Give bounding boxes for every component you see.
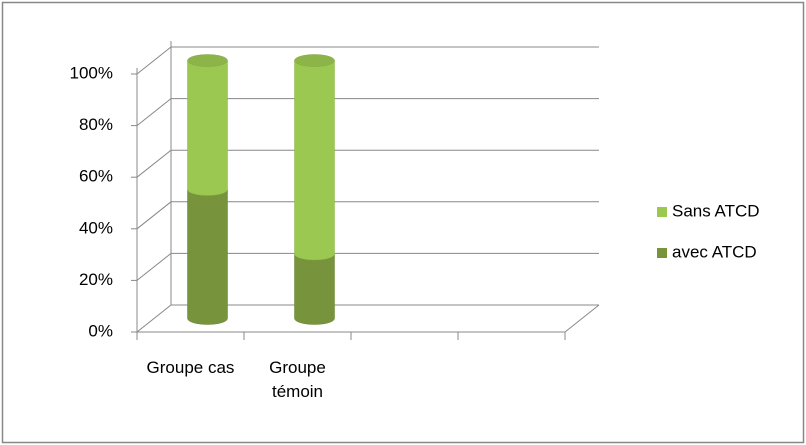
y-tick-label: 80% [79, 115, 113, 134]
grid-line [136, 304, 599, 333]
legend-label: avec ATCD [672, 242, 757, 261]
y-tick-label: 100% [70, 63, 113, 82]
bar [294, 253, 335, 325]
y-tick-label: 0% [88, 321, 113, 340]
bar [187, 60, 228, 196]
grid-line [136, 252, 599, 281]
bar-cap [187, 54, 228, 67]
legend-swatch [657, 207, 667, 217]
x-tick-label: Groupe cas [146, 358, 235, 377]
bar [187, 189, 228, 325]
grid-line [136, 98, 599, 126]
x-tick-label: Groupe témoin [269, 358, 326, 401]
y-tick-label: 20% [79, 270, 113, 289]
grid-line [136, 46, 599, 75]
floor-edge [564, 304, 600, 333]
y-tick-label: 40% [79, 218, 113, 237]
y-tick-label: 60% [79, 167, 113, 186]
legend-label: Sans ATCD [672, 201, 760, 220]
grid-line [136, 149, 599, 178]
bar-cap [294, 54, 335, 67]
legend-swatch [657, 248, 667, 258]
bar [294, 60, 335, 261]
grid-line [136, 201, 599, 230]
